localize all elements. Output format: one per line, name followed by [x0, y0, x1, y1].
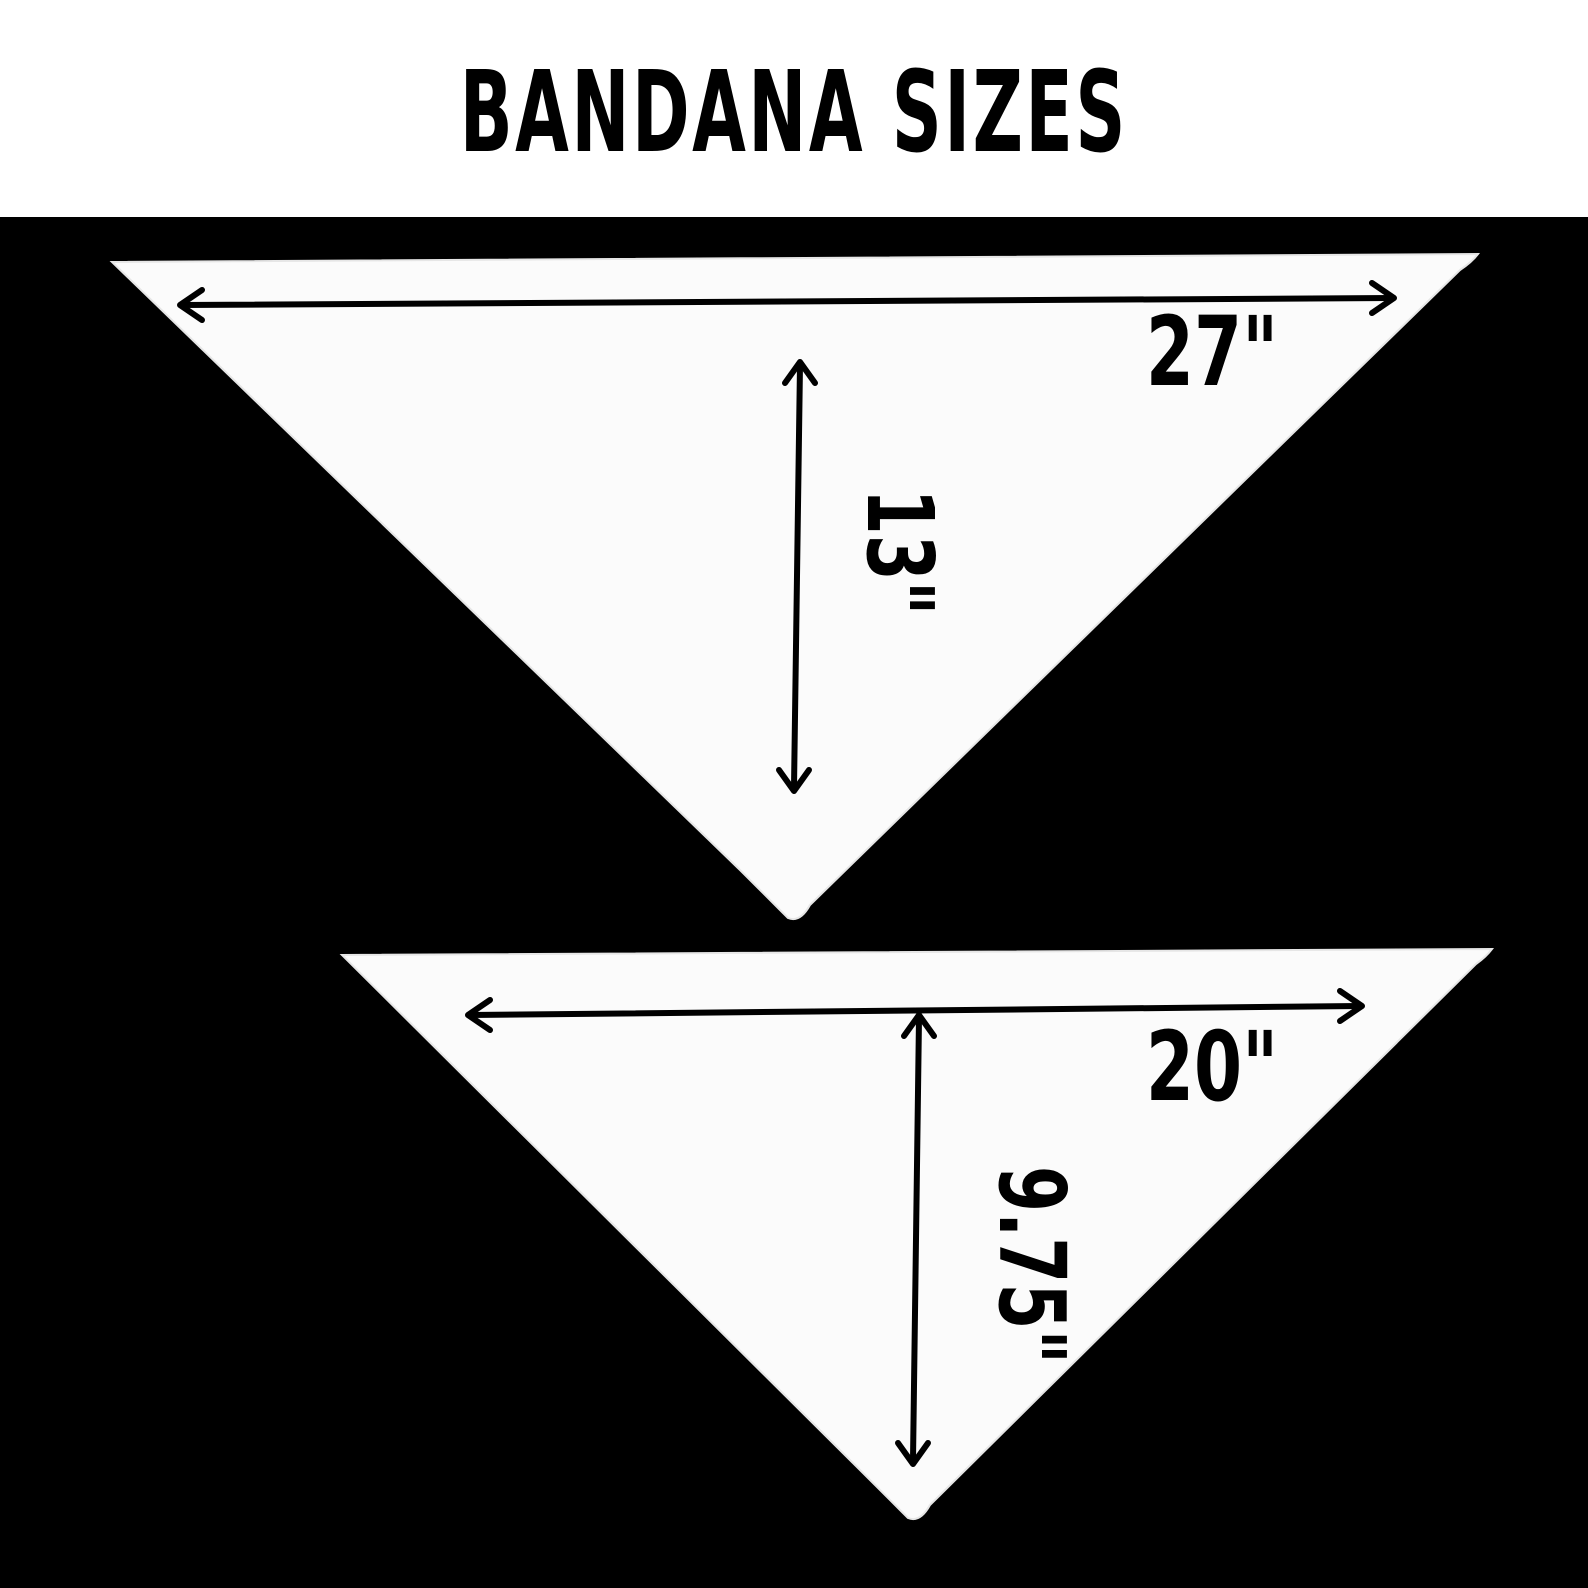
- small-height-arrow: [895, 1012, 937, 1467]
- small-width-arrow: [465, 988, 1365, 1033]
- header: BANDANA SIZES: [0, 0, 1588, 217]
- small-height-label: 9.75": [978, 1166, 1085, 1364]
- large-height-arrow: [776, 359, 818, 794]
- small-width-label: 20": [1146, 1010, 1278, 1122]
- large-width-arrow: [177, 280, 1397, 323]
- large-height-label: 13": [846, 489, 953, 616]
- page-title: BANDANA SIZES: [459, 47, 1129, 178]
- large-bandana: 27" 13": [109, 252, 1481, 921]
- small-bandana: 20" 9.75": [339, 947, 1495, 1521]
- large-width-label: 27": [1146, 295, 1278, 407]
